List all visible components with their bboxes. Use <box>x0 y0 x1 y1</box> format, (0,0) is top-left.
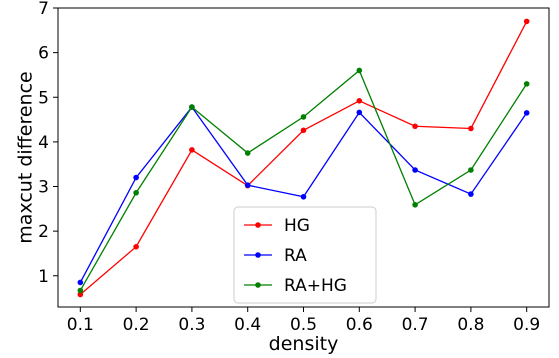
data-point-ra <box>244 182 251 188</box>
legend-box <box>233 206 377 304</box>
x-axis-label: density <box>269 333 339 355</box>
data-point-ra-hg <box>77 287 84 294</box>
x-axis-ticks: 0.1 0.2 0.3 0.4 0.5 0.6 0.7 0.8 0.9 <box>67 307 540 335</box>
data-point-hg <box>356 98 363 104</box>
legend-item: RA+HG <box>244 276 347 296</box>
legend-marker <box>255 282 261 288</box>
data-point-ra <box>523 110 530 116</box>
y-tick-label: 4 <box>38 133 49 153</box>
x-tick-label: 0.7 <box>402 315 429 335</box>
data-point-ra <box>300 193 307 200</box>
data-point-ra-hg <box>468 167 474 173</box>
y-tick-label: 3 <box>38 178 49 198</box>
y-axis-ticks: 1 2 3 4 5 6 7 <box>38 0 58 287</box>
x-tick-label: 0.8 <box>457 315 484 335</box>
series-layer <box>77 18 530 298</box>
y-tick-label: 2 <box>38 222 49 242</box>
y-axis-label: maxcut difference <box>15 71 37 243</box>
data-point-ra-hg <box>244 150 251 156</box>
legend-marker <box>255 252 261 258</box>
data-point-ra-hg <box>412 202 418 208</box>
data-point-ra <box>412 167 418 173</box>
legend-item: RA <box>244 246 307 266</box>
legend-label: RA <box>284 246 307 266</box>
x-tick-label: 0.4 <box>234 315 261 335</box>
x-tick-label: 0.9 <box>513 315 540 335</box>
y-tick-label: 5 <box>38 88 49 108</box>
data-point-ra-hg <box>189 104 195 110</box>
legend-marker <box>255 222 261 228</box>
data-point-hg <box>189 147 195 153</box>
data-point-hg <box>412 123 418 130</box>
y-tick-label: 6 <box>38 44 49 64</box>
x-tick-label: 0.2 <box>123 315 150 335</box>
data-point-ra-hg <box>133 189 139 196</box>
data-point-ra-hg <box>356 67 363 74</box>
x-tick-label: 0.1 <box>67 315 94 335</box>
data-point-hg <box>300 127 307 134</box>
data-point-ra-hg <box>523 81 530 87</box>
data-point-hg <box>468 125 474 132</box>
data-point-hg <box>77 291 84 298</box>
x-tick-label: 0.3 <box>178 315 205 335</box>
legend-item: HG <box>244 216 310 236</box>
data-point-hg <box>523 18 530 25</box>
legend-label: RA+HG <box>284 276 347 296</box>
legend-label: HG <box>284 216 310 236</box>
data-point-ra-hg <box>300 114 307 120</box>
y-tick-label: 7 <box>38 0 49 19</box>
data-point-ra <box>133 174 139 181</box>
data-point-ra <box>77 279 84 286</box>
plot-frame <box>57 7 550 308</box>
y-tick-label: 1 <box>38 267 49 287</box>
x-tick-label: 0.5 <box>290 315 317 335</box>
legend: HG RA RA+HG <box>233 206 377 304</box>
series-ra-hg <box>77 67 530 294</box>
data-point-hg <box>133 243 139 250</box>
x-tick-label: 0.6 <box>346 315 373 335</box>
data-point-ra <box>356 109 363 116</box>
data-point-ra <box>468 191 474 197</box>
